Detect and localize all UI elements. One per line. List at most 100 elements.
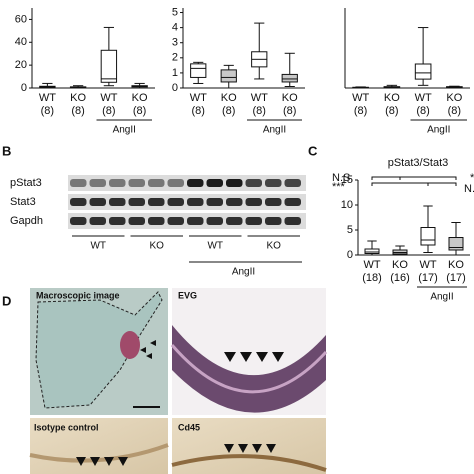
box xyxy=(220,69,237,83)
blot-band xyxy=(187,198,204,206)
blot-band xyxy=(148,179,165,187)
vessel-wall xyxy=(171,454,327,472)
blot-band xyxy=(128,217,145,225)
arrowheads xyxy=(76,457,128,466)
image-caption: Cd45 xyxy=(178,422,200,432)
image-caption: EVG xyxy=(178,290,197,300)
n-label: (8) xyxy=(71,105,84,117)
annotation: N.S. xyxy=(332,172,353,184)
box xyxy=(448,237,464,251)
y-tick-label: 5 xyxy=(347,224,353,236)
lesion xyxy=(120,331,140,359)
blot-row-label: Stat3 xyxy=(10,196,36,208)
n-label: (8) xyxy=(283,105,296,117)
blot-band xyxy=(226,179,243,187)
blot-band xyxy=(265,217,282,225)
blot-band xyxy=(167,179,184,187)
blot-band xyxy=(245,198,262,206)
blot-band xyxy=(148,198,165,206)
x-tick-label: WT xyxy=(100,92,117,104)
blot-band xyxy=(89,179,106,187)
n-label: (8) xyxy=(133,105,146,117)
blot-band xyxy=(265,198,282,206)
group-label: AngII xyxy=(263,125,286,136)
vessel-wall xyxy=(172,325,326,413)
box xyxy=(364,248,380,254)
panel-label: D xyxy=(2,293,11,308)
box xyxy=(414,63,432,80)
blot-band xyxy=(245,217,262,225)
lamina xyxy=(170,344,328,394)
group-label: AngII xyxy=(427,125,450,136)
arrowheads xyxy=(224,352,284,362)
n-label: (8) xyxy=(41,105,54,117)
y-tick-label: 1 xyxy=(172,67,178,79)
box xyxy=(100,49,118,83)
n-label: (8) xyxy=(416,105,429,117)
y-tick-label: 0 xyxy=(347,249,353,261)
y-tick-label: 40 xyxy=(15,36,27,48)
blot-band xyxy=(187,179,204,187)
x-tick-label: KO xyxy=(448,259,464,271)
blot-band xyxy=(109,198,126,206)
y-tick-label: 20 xyxy=(15,59,27,71)
x-tick-label: WT xyxy=(352,92,369,104)
blot-band xyxy=(206,179,223,187)
x-tick-label: KO xyxy=(384,92,400,104)
x-tick-label: KO xyxy=(70,92,86,104)
arrowheads xyxy=(140,340,156,359)
blot-band xyxy=(89,198,106,206)
y-tick-label: 4 xyxy=(172,22,178,34)
blot-group-label: KO xyxy=(150,241,165,252)
blot-band xyxy=(167,217,184,225)
blot-band xyxy=(284,217,301,225)
blot-group-label: WT xyxy=(90,241,106,252)
blot-band xyxy=(109,179,126,187)
blot-band xyxy=(128,198,145,206)
x-tick-label: KO xyxy=(392,259,408,271)
image-bg xyxy=(30,418,168,474)
blot-band xyxy=(70,179,87,187)
n-label: (8) xyxy=(192,105,205,117)
sig-bracket xyxy=(371,182,429,186)
sig-bracket xyxy=(399,176,457,180)
box xyxy=(281,73,298,83)
annotation: *** xyxy=(332,181,346,193)
n-label: (8) xyxy=(385,105,398,117)
blot-band xyxy=(167,198,184,206)
x-tick-label: WT xyxy=(419,259,436,271)
n-label: (17) xyxy=(446,272,466,284)
blot-band xyxy=(206,217,223,225)
blot-group-label: AngII xyxy=(232,267,255,278)
blot-row-label: Gapdh xyxy=(10,215,43,227)
sig-bracket xyxy=(371,176,401,180)
n-label: (8) xyxy=(448,105,461,117)
blot-band xyxy=(284,198,301,206)
group-label: AngII xyxy=(430,292,453,303)
y-tick-label: 10 xyxy=(341,199,353,211)
x-tick-label: KO xyxy=(132,92,148,104)
y-tick-label: 2 xyxy=(172,52,178,64)
n-label: (16) xyxy=(390,272,410,284)
blot-band xyxy=(128,179,145,187)
blot-band xyxy=(265,179,282,187)
box xyxy=(190,63,207,78)
x-tick-label: KO xyxy=(221,92,237,104)
chart-title: pStat3/Stat3 xyxy=(388,157,449,169)
y-tick-label: 60 xyxy=(15,13,27,25)
n-label: (18) xyxy=(362,272,382,284)
blot-band xyxy=(226,217,243,225)
blot-band xyxy=(70,198,87,206)
x-tick-label: WT xyxy=(190,92,207,104)
blot-band xyxy=(284,179,301,187)
y-tick-label: 5 xyxy=(172,6,178,18)
blot-band xyxy=(70,217,87,225)
blot-row-label: pStat3 xyxy=(10,177,42,189)
micrographs xyxy=(29,288,328,474)
panel-label: C xyxy=(308,143,318,158)
blot-group-label: KO xyxy=(267,241,282,252)
n-label: (17) xyxy=(418,272,438,284)
x-tick-label: WT xyxy=(415,92,432,104)
n-label: (8) xyxy=(222,105,235,117)
